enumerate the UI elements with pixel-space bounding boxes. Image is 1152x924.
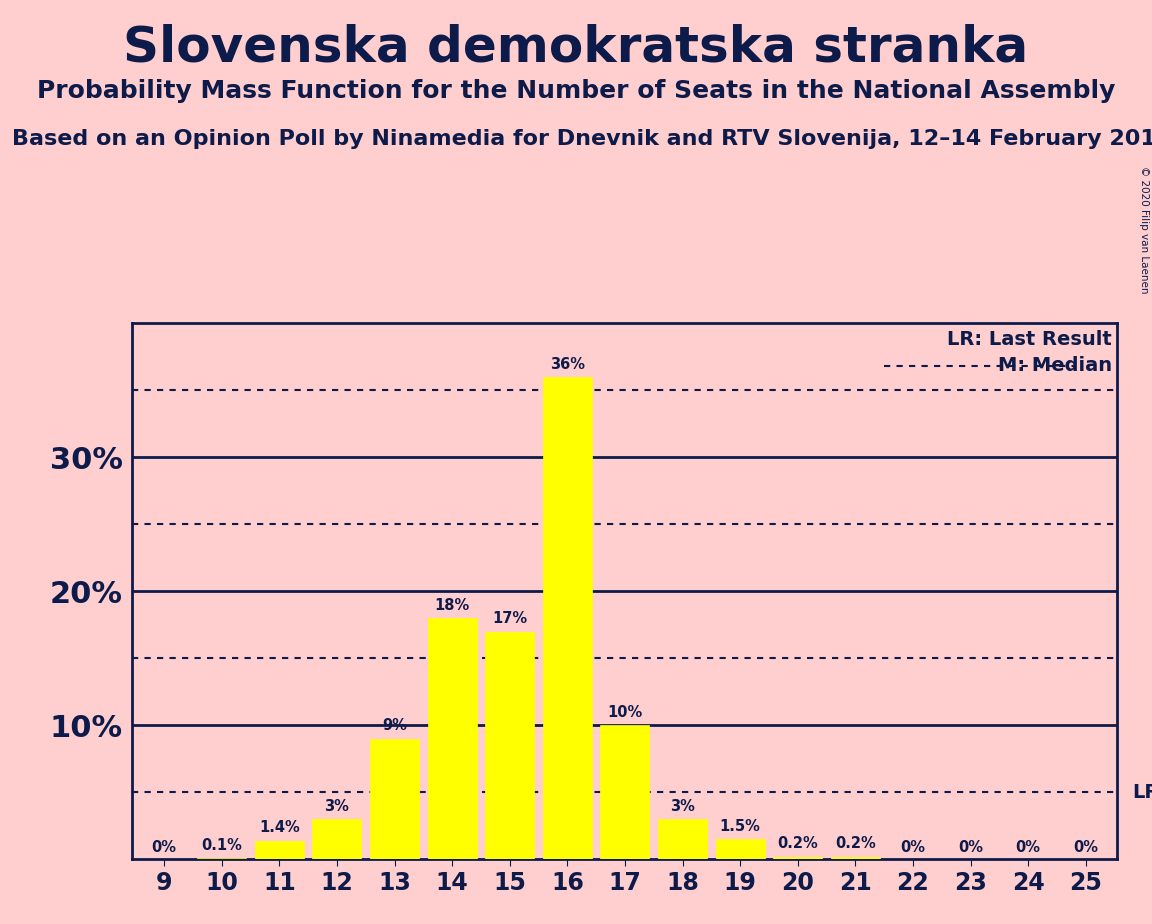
Bar <box>773 857 823 859</box>
Text: 0%: 0% <box>1074 840 1098 856</box>
Text: M: Median: M: Median <box>998 356 1112 374</box>
Text: LR: Last Result: LR: Last Result <box>947 330 1112 349</box>
Text: 0%: 0% <box>1016 840 1040 856</box>
Text: 0%: 0% <box>901 840 925 856</box>
Text: 0.2%: 0.2% <box>778 836 818 851</box>
Bar <box>715 839 765 859</box>
Text: 0%: 0% <box>958 840 983 856</box>
Bar <box>831 857 880 859</box>
Text: © 2020 Filip van Laenen: © 2020 Filip van Laenen <box>1139 166 1149 294</box>
Text: LR: LR <box>1132 783 1152 802</box>
Bar <box>255 841 304 859</box>
Text: M: M <box>551 602 584 635</box>
Bar <box>658 820 707 859</box>
Text: Probability Mass Function for the Number of Seats in the National Assembly: Probability Mass Function for the Number… <box>37 79 1115 103</box>
Text: 17%: 17% <box>492 611 528 626</box>
Text: 0.2%: 0.2% <box>835 836 876 851</box>
Bar <box>600 725 650 859</box>
Bar <box>543 377 592 859</box>
Text: 3%: 3% <box>670 798 695 814</box>
Text: 36%: 36% <box>550 357 585 371</box>
Text: 3%: 3% <box>325 798 349 814</box>
Text: 9%: 9% <box>382 718 407 734</box>
Text: 1.4%: 1.4% <box>259 821 300 835</box>
Bar <box>312 820 362 859</box>
Text: 0%: 0% <box>152 840 176 856</box>
Text: Slovenska demokratska stranka: Slovenska demokratska stranka <box>123 23 1029 71</box>
Text: 10%: 10% <box>607 705 643 720</box>
Bar <box>370 739 419 859</box>
Bar <box>427 618 477 859</box>
Text: Based on an Opinion Poll by Ninamedia for Dnevnik and RTV Slovenija, 12–14 Febru: Based on an Opinion Poll by Ninamedia fo… <box>12 129 1152 150</box>
Bar <box>485 632 535 859</box>
Text: 18%: 18% <box>434 598 470 613</box>
Bar <box>197 858 247 859</box>
Text: 0.1%: 0.1% <box>202 838 242 853</box>
Text: 1.5%: 1.5% <box>720 819 760 833</box>
